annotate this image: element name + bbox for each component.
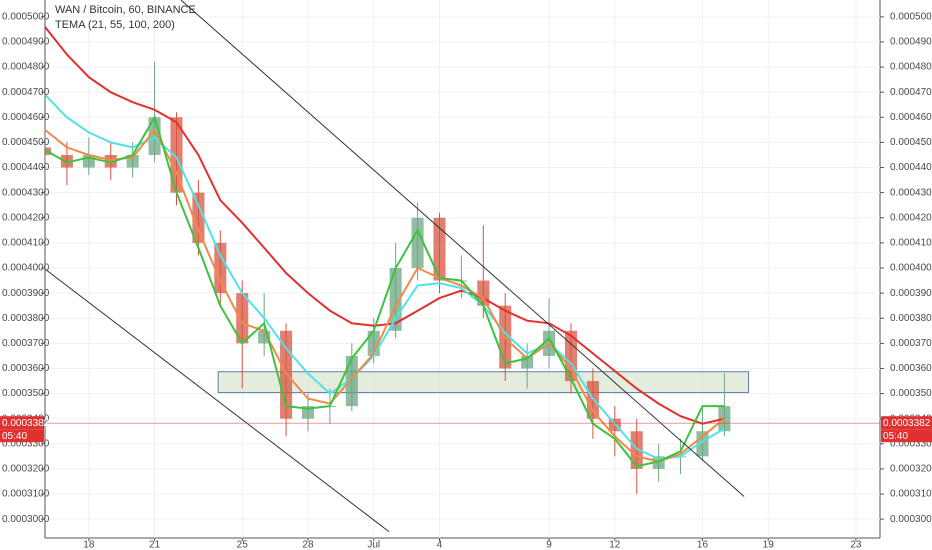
y-tick-label: 0.0004500 (2, 137, 50, 148)
y-tick-label: 0.0003600 (890, 363, 932, 374)
y-tick-label: 0.0004500 (890, 137, 932, 148)
y-tick-label: 0.0003800 (890, 313, 932, 324)
y-tick-label: 0.0003700 (890, 338, 932, 349)
candle-body (345, 355, 358, 407)
y-tick-label: 0.0003700 (2, 338, 50, 349)
zone (217, 371, 750, 394)
y-tick-label: 0.0003200 (2, 464, 50, 475)
y-tick-label: 0.0004600 (2, 112, 50, 123)
y-tick-label: 0.0003100 (2, 489, 50, 500)
tema-line (45, 114, 725, 468)
y-tick-label: 0.0004200 (2, 212, 50, 223)
x-tick-label: 12 (609, 540, 621, 550)
x-tick-label: 9 (546, 540, 552, 550)
time-tag (881, 429, 932, 443)
y-tick-label: 0.0004100 (890, 238, 932, 249)
x-tick-label: 19 (763, 540, 775, 550)
y-tick-label: 0.0004700 (890, 87, 932, 98)
candle-body (630, 431, 643, 469)
tema-line (45, 26, 725, 425)
y-tick-label: 0.0004800 (890, 62, 932, 73)
tema-line (45, 94, 725, 460)
y-tick-label: 0.0004800 (2, 62, 50, 73)
time-tag-label: 05:40 (2, 431, 27, 442)
trend-line (45, 268, 390, 533)
y-tick-label: 0.0003300 (890, 438, 932, 449)
candle-body (170, 117, 183, 193)
y-tick-label: 0.0003300 (2, 438, 50, 449)
y-tick-label: 0.0004200 (890, 212, 932, 223)
y-tick-label: 0.0004300 (890, 187, 932, 198)
y-tick-label: 0.0004400 (890, 162, 932, 173)
chart-title: WAN / Bitcoin, 60, BINANCE (55, 4, 196, 16)
y-tick-label: 0.0004100 (2, 238, 50, 249)
x-tick-label: 16 (697, 540, 709, 550)
indicator-legend: TEMA (21, 55, 100, 200) (55, 19, 175, 31)
x-tick-label: Jul (367, 540, 380, 550)
price-tag-label: 0.0003382 (2, 418, 50, 429)
y-tick-label: 0.0004000 (890, 263, 932, 274)
x-tick-label: 25 (237, 540, 249, 550)
y-tick-label: 0.0004600 (890, 112, 932, 123)
y-tick-label: 0.0003500 (890, 388, 932, 399)
candle-body (301, 406, 315, 419)
candle-body (236, 293, 249, 344)
time-tag (0, 429, 44, 443)
y-tick-label: 0.0004300 (2, 187, 50, 198)
y-tick-label: 0.0004400 (2, 162, 50, 173)
tema-line (45, 128, 726, 463)
y-tick-label: 0.0004000 (2, 263, 50, 274)
price-tag (881, 416, 932, 430)
y-tick-label: 0.0003800 (2, 313, 50, 324)
y-tick-label: 0.0003500 (2, 388, 50, 399)
candle-body (433, 217, 446, 281)
y-tick-label: 0.0003000 (890, 514, 932, 525)
candle-body (60, 154, 73, 168)
y-tick-label: 0.0003600 (2, 363, 50, 374)
price-tag-label: 0.0003382 (883, 418, 931, 429)
trend-line (180, 0, 745, 497)
time-tag-label: 05:40 (883, 431, 908, 442)
candle-body (192, 192, 205, 243)
x-tick-label: 23 (850, 540, 862, 550)
y-tick-label: 0.0004700 (2, 87, 50, 98)
candle-body (411, 217, 424, 268)
y-tick-label: 0.0003900 (2, 288, 50, 299)
y-tick-label: 0.0004900 (2, 37, 50, 48)
y-tick-label: 0.0003900 (890, 288, 932, 299)
y-tick-label: 0.0005000 (890, 11, 932, 22)
x-tick-label: 21 (149, 540, 161, 550)
y-tick-label: 0.0003000 (2, 514, 50, 525)
plot-area (45, 0, 880, 538)
y-tick-label: 0.0005000 (2, 11, 50, 22)
price-tag (0, 416, 44, 430)
x-tick-label: 28 (302, 540, 314, 550)
y-tick-label: 0.0003100 (890, 489, 932, 500)
y-tick-label: 0.0004900 (890, 37, 932, 48)
y-tick-label: 0.0003200 (890, 464, 932, 475)
x-tick-label: 18 (83, 540, 95, 550)
candle-body (104, 154, 117, 168)
candle-body (214, 242, 227, 294)
x-tick-label: 4 (437, 540, 443, 550)
